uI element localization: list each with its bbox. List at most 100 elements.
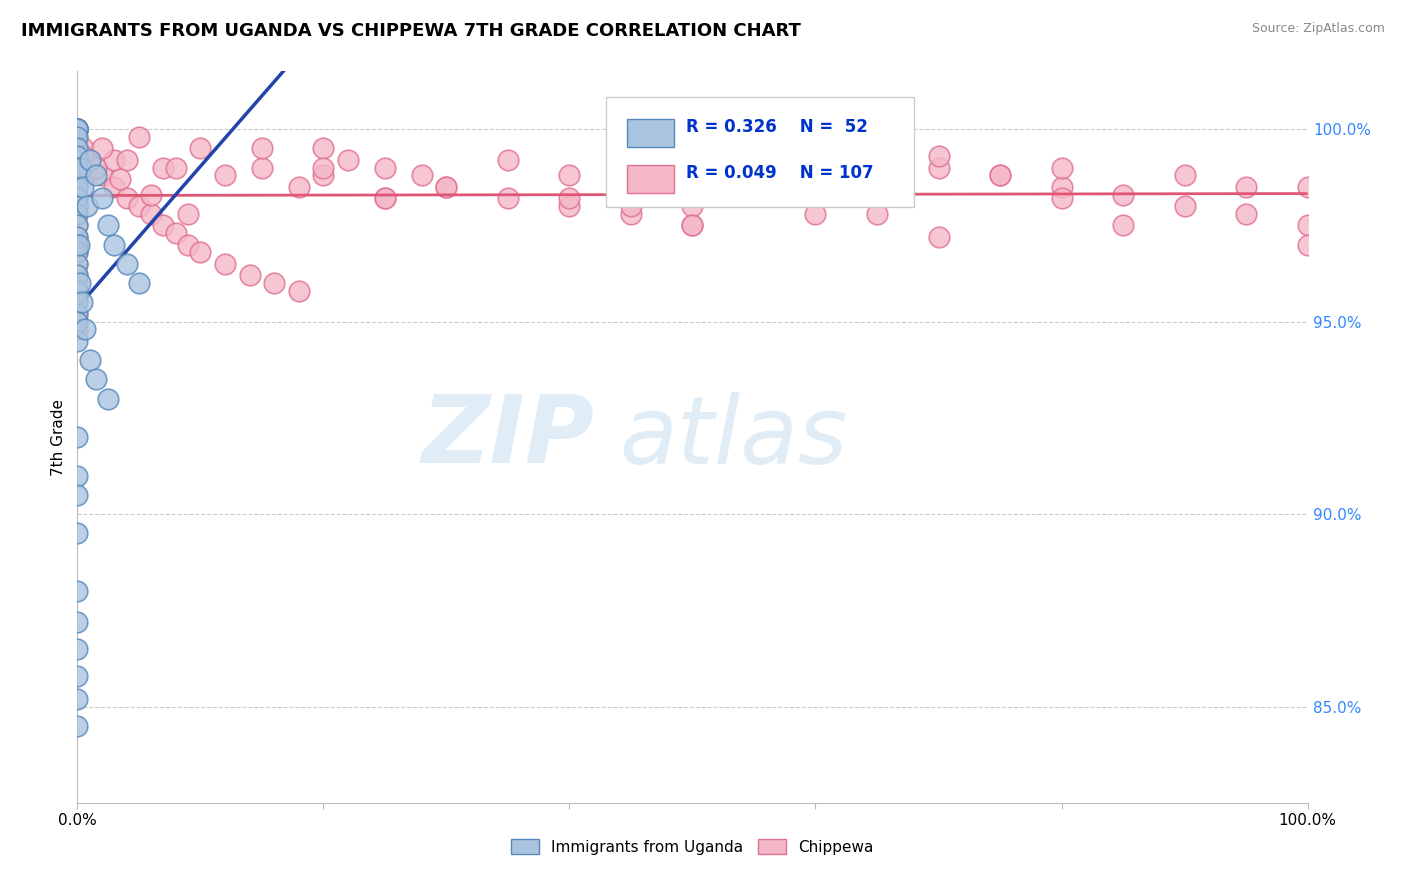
Point — [115, 257, 138, 271]
Point — [682, 219, 704, 233]
Point — [66, 122, 89, 136]
Point — [804, 141, 827, 155]
FancyBboxPatch shape — [606, 97, 914, 207]
Point — [66, 179, 89, 194]
Point — [288, 284, 311, 298]
Text: R = 0.326    N =  52: R = 0.326 N = 52 — [686, 119, 868, 136]
Point — [1234, 179, 1257, 194]
Point — [66, 641, 89, 656]
Point — [66, 719, 89, 733]
Point — [682, 219, 704, 233]
Point — [66, 207, 89, 221]
Point — [66, 122, 89, 136]
Point — [66, 122, 89, 136]
Point — [177, 207, 200, 221]
Point — [66, 526, 89, 541]
Point — [66, 295, 89, 310]
Text: IMMIGRANTS FROM UGANDA VS CHIPPEWA 7TH GRADE CORRELATION CHART: IMMIGRANTS FROM UGANDA VS CHIPPEWA 7TH G… — [21, 22, 801, 40]
Point — [66, 257, 89, 271]
Point — [66, 284, 89, 298]
Point — [72, 141, 94, 155]
Point — [103, 179, 125, 194]
Point — [141, 187, 163, 202]
Point — [66, 307, 89, 321]
Point — [72, 179, 94, 194]
Text: Source: ZipAtlas.com: Source: ZipAtlas.com — [1251, 22, 1385, 36]
Point — [374, 161, 396, 175]
Point — [128, 199, 150, 213]
Point — [79, 353, 101, 368]
Point — [103, 153, 125, 167]
Point — [1050, 179, 1073, 194]
Point — [288, 179, 311, 194]
Point — [66, 691, 89, 706]
Point — [66, 169, 89, 183]
Point — [128, 129, 150, 144]
Point — [66, 122, 89, 136]
Point — [66, 199, 89, 213]
Point — [66, 122, 89, 136]
Point — [66, 245, 89, 260]
Point — [188, 141, 212, 155]
Point — [66, 161, 89, 175]
Point — [742, 129, 765, 144]
Point — [66, 219, 89, 233]
Point — [72, 149, 94, 163]
Point — [558, 169, 581, 183]
Point — [496, 191, 519, 205]
Point — [558, 199, 581, 213]
Point — [128, 276, 150, 290]
Point — [866, 207, 889, 221]
Point — [1296, 219, 1319, 233]
Legend: Immigrants from Uganda, Chippewa: Immigrants from Uganda, Chippewa — [505, 833, 880, 861]
Point — [70, 161, 93, 175]
Point — [66, 179, 89, 194]
Point — [115, 191, 138, 205]
Point — [70, 295, 93, 310]
Point — [66, 122, 89, 136]
Point — [165, 161, 187, 175]
Point — [69, 276, 91, 290]
Point — [804, 207, 827, 221]
Point — [411, 169, 433, 183]
Point — [79, 153, 101, 167]
Point — [988, 169, 1011, 183]
Point — [177, 237, 200, 252]
Point — [84, 372, 107, 386]
Point — [436, 179, 458, 194]
Point — [1234, 207, 1257, 221]
Point — [67, 237, 90, 252]
Point — [110, 172, 132, 186]
Point — [66, 122, 89, 136]
Point — [374, 191, 396, 205]
Point — [66, 149, 89, 163]
Point — [90, 169, 114, 183]
Point — [152, 161, 174, 175]
Point — [239, 268, 262, 283]
Point — [165, 226, 187, 240]
Point — [250, 141, 273, 155]
Point — [66, 191, 89, 205]
Point — [66, 172, 89, 186]
Point — [250, 161, 273, 175]
Point — [66, 141, 89, 155]
Point — [79, 153, 101, 167]
Point — [66, 276, 89, 290]
Point — [76, 199, 98, 213]
Point — [866, 153, 889, 167]
Point — [84, 169, 107, 183]
Point — [620, 207, 643, 221]
Point — [66, 584, 89, 599]
Point — [682, 199, 704, 213]
Point — [66, 219, 89, 233]
Point — [66, 615, 89, 629]
Point — [1296, 237, 1319, 252]
Point — [1174, 199, 1197, 213]
Point — [66, 322, 89, 336]
Point — [66, 207, 89, 221]
Text: atlas: atlas — [619, 392, 846, 483]
Point — [66, 129, 89, 144]
Point — [66, 153, 89, 167]
Text: ZIP: ZIP — [422, 391, 595, 483]
Point — [312, 161, 335, 175]
